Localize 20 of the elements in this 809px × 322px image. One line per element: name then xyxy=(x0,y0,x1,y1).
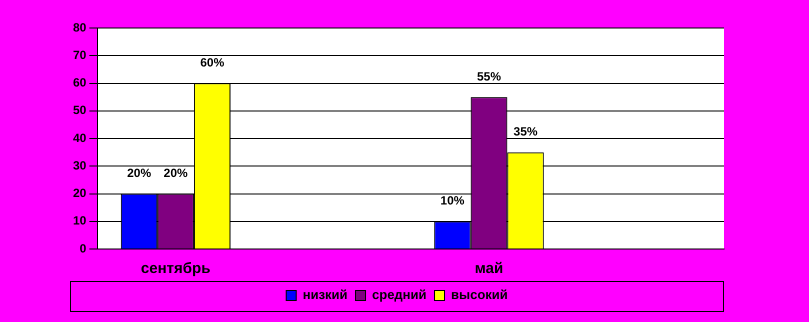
y-tick-label: 80 xyxy=(72,20,87,34)
y-tick-label: 0 xyxy=(80,241,87,256)
legend-label: высокий xyxy=(451,287,508,302)
y-tick-label: 70 xyxy=(72,48,87,62)
data-label: 20% xyxy=(127,166,152,180)
y-tick-label: 50 xyxy=(72,103,87,118)
x-tick-label: сентябрь xyxy=(140,260,210,278)
y-tick-label: 10 xyxy=(72,214,87,228)
data-label: 60% xyxy=(200,56,225,70)
y-tick-label: 60 xyxy=(72,76,87,90)
x-tick-label: май xyxy=(474,260,504,278)
data-label: 10% xyxy=(440,194,465,208)
y-tick-label: 40 xyxy=(72,130,87,145)
data-label: 35% xyxy=(514,124,538,139)
legend-label: средний xyxy=(372,287,427,302)
y-tick-label: 30 xyxy=(72,158,87,172)
legend-label: низкий xyxy=(302,287,348,302)
data-label: 20% xyxy=(164,166,188,180)
data-label: 55% xyxy=(476,69,502,84)
y-tick-label: 20 xyxy=(72,186,87,200)
